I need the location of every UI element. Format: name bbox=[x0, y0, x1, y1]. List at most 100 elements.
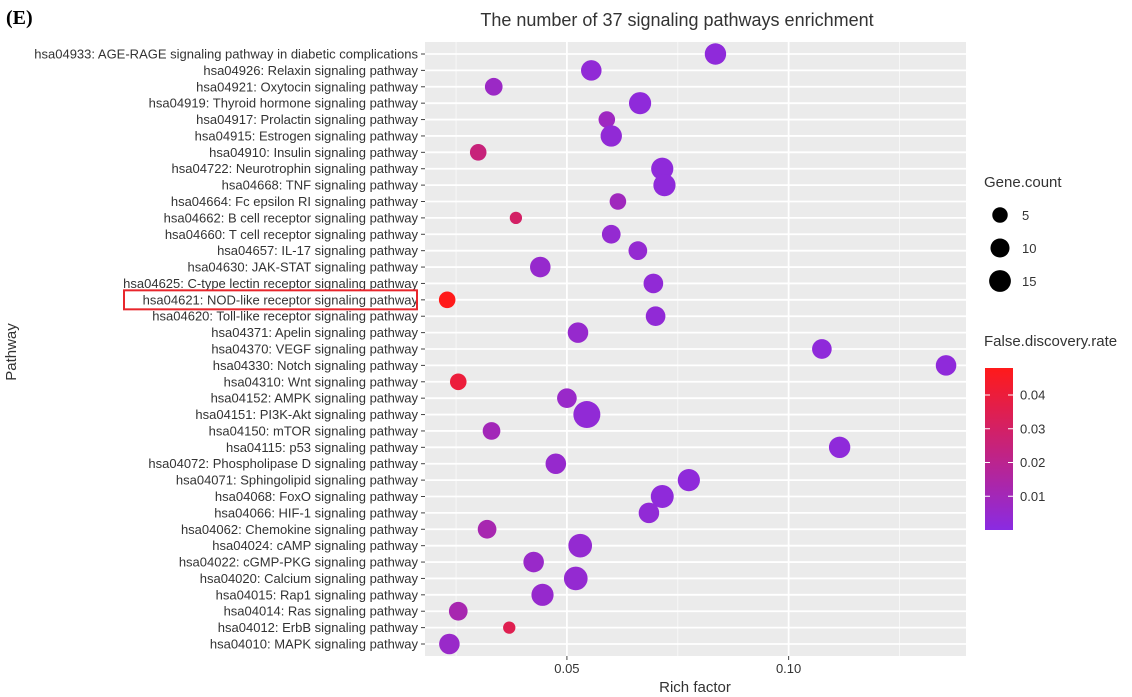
data-point bbox=[645, 306, 666, 327]
pathway-label: hsa04062: Chemokine signaling pathway bbox=[181, 522, 419, 537]
pathway-label: hsa04664: Fc epsilon RI signaling pathwa… bbox=[171, 194, 419, 209]
data-point bbox=[477, 519, 497, 539]
size-legend-items: 5 10 15 bbox=[989, 207, 1036, 292]
size-legend-label: 10 bbox=[1022, 241, 1036, 256]
gene-count-legend: Gene.count 5 10 15 bbox=[984, 174, 1062, 292]
pathway-label: hsa04915: Estrogen signaling pathway bbox=[195, 128, 419, 143]
pathway-label: hsa04630: JAK-STAT signaling pathway bbox=[187, 260, 418, 275]
pathway-label: hsa04152: AMPK signaling pathway bbox=[211, 391, 419, 406]
pathway-label: hsa04668: TNF signaling pathway bbox=[222, 178, 419, 193]
colorbar-label: 0.01 bbox=[1020, 489, 1045, 504]
data-point bbox=[448, 601, 468, 621]
data-point bbox=[609, 193, 627, 210]
pathway-label: hsa04662: B cell receptor signaling path… bbox=[164, 210, 419, 225]
data-point bbox=[628, 241, 648, 261]
x-tick-label: 0.05 bbox=[554, 661, 579, 676]
data-point bbox=[601, 224, 621, 244]
pathway-label: hsa04010: MAPK signaling pathway bbox=[210, 637, 419, 652]
pathway-label: hsa04072: Phospholipase D signaling path… bbox=[148, 456, 418, 471]
data-point bbox=[531, 583, 554, 606]
data-point bbox=[568, 533, 593, 558]
size-legend-dot bbox=[990, 238, 1010, 258]
pathway-label: hsa04910: Insulin signaling pathway bbox=[209, 145, 418, 160]
pathway-label: hsa04014: Ras signaling pathway bbox=[224, 604, 419, 619]
pathway-label: hsa04370: VEGF signaling pathway bbox=[211, 342, 418, 357]
data-point bbox=[530, 256, 551, 278]
fdr-legend: False.discovery.rate 0.01 0.02 0.03 0.04 bbox=[984, 333, 1117, 530]
data-point bbox=[704, 43, 727, 65]
data-point bbox=[650, 485, 674, 508]
pathway-label: hsa04115: p53 signaling pathway bbox=[226, 440, 419, 455]
pathway-label: hsa04151: PI3K-Akt signaling pathway bbox=[195, 407, 418, 422]
color-legend-ticks: 0.01 0.02 0.03 0.04 bbox=[985, 388, 1045, 504]
grid-lines bbox=[425, 42, 966, 656]
data-point bbox=[469, 144, 487, 161]
data-point bbox=[643, 273, 664, 294]
data-point bbox=[653, 174, 676, 197]
pathway-label: hsa04071: Sphingolipid signaling pathway bbox=[176, 473, 419, 488]
pathway-label: hsa04919: Thyroid hormone signaling path… bbox=[149, 96, 419, 111]
data-point bbox=[677, 469, 700, 492]
x-axis-title: Rich factor bbox=[659, 679, 731, 696]
data-point bbox=[598, 111, 616, 128]
colorbar-label: 0.04 bbox=[1020, 388, 1045, 403]
panel-label: (E) bbox=[6, 7, 33, 29]
pathway-label: hsa04921: Oxytocin signaling pathway bbox=[196, 79, 418, 94]
data-points bbox=[438, 43, 957, 655]
pathway-label: hsa04371: Apelin signaling pathway bbox=[211, 325, 418, 340]
color-legend-title: False.discovery.rate bbox=[984, 333, 1117, 350]
data-point bbox=[563, 566, 588, 591]
data-point bbox=[439, 633, 460, 655]
size-legend-dot bbox=[989, 270, 1011, 292]
data-point bbox=[651, 157, 674, 180]
data-point bbox=[638, 502, 660, 524]
pathway-label: hsa04330: Notch signaling pathway bbox=[213, 358, 419, 373]
pathway-label: hsa04926: Relaxin signaling pathway bbox=[203, 63, 418, 78]
y-axis-title: Pathway bbox=[3, 323, 20, 381]
size-legend-label: 5 bbox=[1022, 208, 1029, 223]
highlight-box bbox=[123, 289, 418, 311]
fdr-colorbar bbox=[985, 368, 1013, 530]
data-point bbox=[567, 322, 589, 343]
data-point bbox=[573, 401, 601, 429]
pathway-label: hsa04015: Rap1 signaling pathway bbox=[216, 587, 419, 602]
pathway-label: hsa04022: cGMP-PKG signaling pathway bbox=[179, 555, 419, 570]
pathway-label: hsa04620: Toll-like receptor signaling p… bbox=[152, 309, 418, 324]
pathway-label: hsa04621: NOD-like receptor signaling pa… bbox=[143, 292, 419, 307]
pathway-label: hsa04020: Calcium signaling pathway bbox=[200, 571, 419, 586]
data-point bbox=[484, 77, 503, 96]
pathway-label: hsa04657: IL-17 signaling pathway bbox=[217, 243, 418, 258]
data-point bbox=[509, 211, 523, 225]
data-point bbox=[557, 388, 577, 408]
size-legend-dot bbox=[992, 207, 1008, 223]
colorbar-label: 0.03 bbox=[1020, 421, 1045, 436]
pathway-label: hsa04024: cAMP signaling pathway bbox=[212, 538, 418, 553]
pathway-label: hsa04722: Neurotrophin signaling pathway bbox=[172, 161, 419, 176]
data-point bbox=[503, 621, 516, 634]
pathway-labels: hsa04933: AGE-RAGE signaling pathway in … bbox=[34, 47, 425, 652]
data-point bbox=[482, 422, 501, 440]
data-point bbox=[628, 92, 652, 115]
pathway-label: hsa04068: FoxO signaling pathway bbox=[215, 489, 419, 504]
data-point bbox=[812, 339, 832, 359]
data-point bbox=[600, 125, 622, 147]
pathway-label: hsa04012: ErbB signaling pathway bbox=[218, 620, 419, 635]
x-axis-ticks: 0.05 0.10 bbox=[554, 656, 801, 676]
x-tick-label: 0.10 bbox=[776, 661, 801, 676]
size-legend-label: 15 bbox=[1022, 274, 1036, 289]
data-point bbox=[581, 60, 602, 81]
data-point bbox=[438, 291, 456, 309]
data-point bbox=[828, 436, 851, 459]
pathway-label: hsa04917: Prolactin signaling pathway bbox=[196, 112, 418, 127]
data-point bbox=[545, 453, 567, 475]
data-point bbox=[935, 355, 957, 376]
pathway-label: hsa04625: C-type lectin receptor signali… bbox=[123, 276, 418, 291]
colorbar-label: 0.02 bbox=[1020, 455, 1045, 470]
pathway-label: hsa04660: T cell receptor signaling path… bbox=[165, 227, 419, 242]
pathway-label: hsa04310: Wnt signaling pathway bbox=[224, 374, 419, 389]
pathway-label: hsa04933: AGE-RAGE signaling pathway in … bbox=[34, 47, 418, 62]
size-legend-title: Gene.count bbox=[984, 174, 1062, 191]
data-point bbox=[523, 551, 544, 573]
chart-title: The number of 37 signaling pathways enri… bbox=[480, 10, 873, 30]
